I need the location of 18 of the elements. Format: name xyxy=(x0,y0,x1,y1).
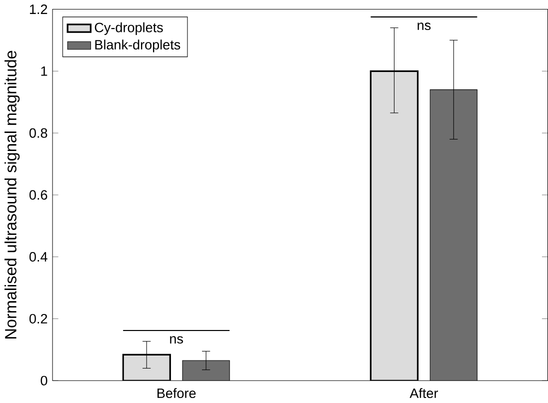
x-tick-label: After xyxy=(410,388,438,398)
legend-label: Cy-droplets xyxy=(94,22,163,36)
y-axis-title: Normalised ultrasound signal magnitude xyxy=(4,51,20,339)
annotation: ns xyxy=(418,22,431,30)
annotation: ns xyxy=(170,336,183,344)
y-tick-label: 0.8 xyxy=(29,128,48,138)
bar xyxy=(430,90,478,381)
y-tick-label: 0.2 xyxy=(29,314,48,324)
bar xyxy=(182,360,230,381)
x-tick-label: Before xyxy=(158,388,196,398)
bar xyxy=(370,70,419,381)
y-tick-label: 0.4 xyxy=(29,252,48,262)
y-tick-label: 0 xyxy=(40,376,48,386)
y-tick-label: 1 xyxy=(41,66,48,76)
y-tick-label: 1.2 xyxy=(30,4,48,14)
legend-label: Blank-droplets xyxy=(95,40,180,52)
y-tick-label: 0.6 xyxy=(29,190,48,200)
bar xyxy=(122,354,171,381)
